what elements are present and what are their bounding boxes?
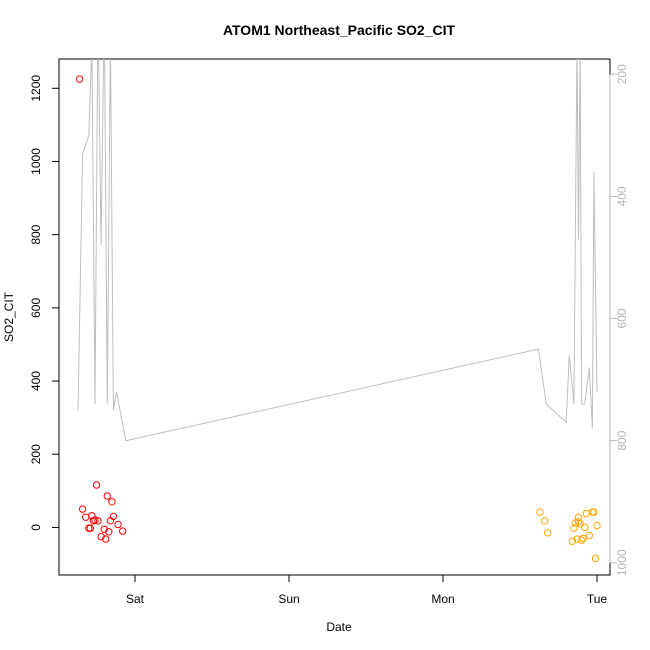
data-point	[119, 527, 127, 535]
data-point	[114, 520, 122, 529]
data-point	[576, 520, 584, 528]
x-axis-label: Date	[326, 620, 352, 634]
data-point	[568, 537, 577, 545]
data-point	[94, 517, 102, 525]
x-tick-label: Mon	[431, 592, 454, 606]
left-tick-label: 600	[29, 298, 43, 318]
right-axis: 200 400 600 800 1000	[609, 64, 629, 576]
data-point	[591, 554, 600, 563]
left-axis: 0 200 400 600 800 1000 1200	[29, 75, 60, 531]
left-tick-label: 200	[29, 444, 43, 464]
left-tick-label: 800	[29, 224, 43, 244]
data-point	[570, 524, 578, 532]
altitude-series-line	[77, 59, 598, 442]
chart-title: ATOM1 Northeast_Pacific SO2_CIT	[223, 22, 456, 38]
y-axis-label: SO2_CIT	[2, 291, 16, 342]
left-tick-label: 400	[29, 371, 43, 391]
data-point	[582, 509, 590, 518]
data-point	[571, 519, 580, 527]
data-point	[102, 535, 110, 543]
x-tick-label: Sun	[278, 592, 299, 606]
altitude-line-layer	[77, 59, 598, 442]
data-point	[91, 516, 99, 524]
x-tick-label: Tue	[587, 592, 608, 606]
data-point	[75, 75, 84, 83]
data-point	[109, 512, 118, 521]
left-tick-label: 0	[29, 524, 43, 531]
right-tick-label: 800	[615, 430, 629, 450]
right-tick-label: 200	[615, 64, 629, 84]
points-layer	[75, 75, 601, 563]
right-tick-label: 400	[615, 186, 629, 206]
data-point	[82, 513, 90, 521]
data-point	[574, 518, 583, 526]
data-point	[540, 517, 549, 525]
data-point	[588, 508, 597, 516]
plot-frame	[58, 58, 611, 576]
data-point	[86, 524, 95, 532]
data-point	[581, 523, 589, 532]
data-point	[544, 529, 552, 537]
data-point	[536, 508, 544, 516]
data-point	[78, 505, 87, 513]
data-point	[574, 513, 583, 521]
data-point	[577, 536, 586, 544]
left-tick-label: 1000	[29, 148, 43, 175]
data-point	[579, 534, 587, 543]
data-point	[593, 521, 601, 530]
x-tick-label: Sat	[126, 592, 145, 606]
data-point	[105, 528, 113, 536]
x-axis: Sat Sun Mon Tue	[126, 574, 608, 606]
data-point	[108, 498, 116, 506]
data-point	[85, 524, 93, 532]
right-tick-label: 600	[615, 308, 629, 328]
right-tick-label: 1000	[615, 549, 629, 576]
left-tick-label: 1200	[29, 75, 43, 102]
data-point	[92, 481, 101, 489]
data-point	[590, 508, 598, 516]
data-point	[585, 531, 593, 540]
data-point	[103, 492, 112, 500]
